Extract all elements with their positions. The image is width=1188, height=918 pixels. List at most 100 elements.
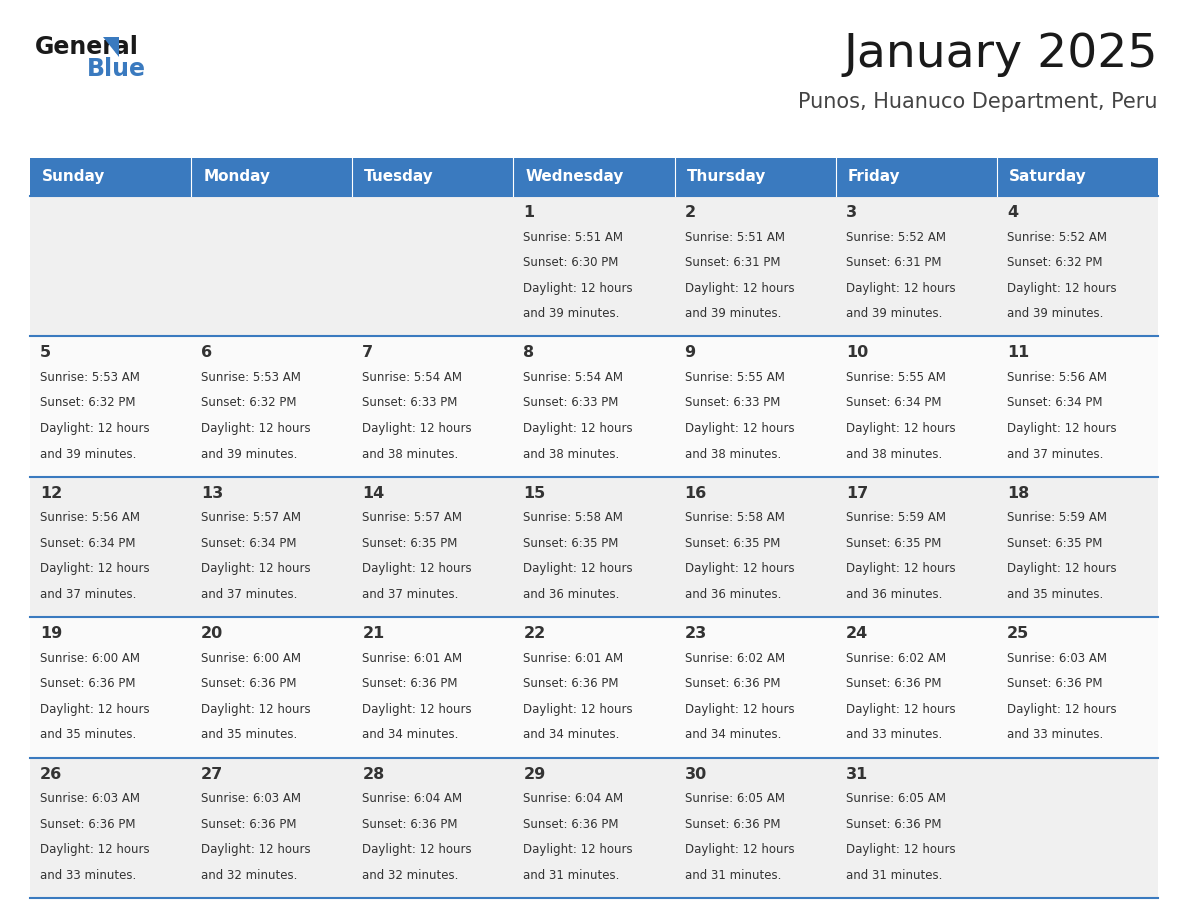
Text: and 36 minutes.: and 36 minutes. — [846, 588, 942, 601]
Bar — [353, 617, 513, 757]
Text: and 34 minutes.: and 34 minutes. — [684, 728, 781, 742]
Bar — [675, 336, 835, 476]
Bar — [835, 617, 997, 757]
Text: 3: 3 — [846, 205, 857, 220]
Text: Saturday: Saturday — [1009, 170, 1087, 185]
Text: Sunrise: 5:55 AM: Sunrise: 5:55 AM — [846, 371, 946, 384]
Text: Sunrise: 6:03 AM: Sunrise: 6:03 AM — [1007, 652, 1107, 665]
Text: Sunrise: 5:57 AM: Sunrise: 5:57 AM — [362, 511, 462, 524]
Text: and 37 minutes.: and 37 minutes. — [201, 588, 297, 601]
Text: General: General — [34, 35, 139, 59]
Text: and 38 minutes.: and 38 minutes. — [684, 447, 781, 461]
Text: and 38 minutes.: and 38 minutes. — [362, 447, 459, 461]
Text: 9: 9 — [684, 345, 696, 361]
Text: and 31 minutes.: and 31 minutes. — [524, 868, 620, 881]
Text: Daylight: 12 hours: Daylight: 12 hours — [846, 563, 955, 576]
Bar — [353, 757, 513, 898]
Text: and 39 minutes.: and 39 minutes. — [201, 447, 297, 461]
Text: Sunset: 6:33 PM: Sunset: 6:33 PM — [362, 397, 457, 409]
Text: Sunset: 6:36 PM: Sunset: 6:36 PM — [362, 818, 457, 831]
Text: and 36 minutes.: and 36 minutes. — [524, 588, 620, 601]
Text: Sunset: 6:35 PM: Sunset: 6:35 PM — [1007, 537, 1102, 550]
Text: Sunrise: 6:02 AM: Sunrise: 6:02 AM — [684, 652, 785, 665]
Text: and 39 minutes.: and 39 minutes. — [524, 308, 620, 320]
Text: Sunset: 6:34 PM: Sunset: 6:34 PM — [1007, 397, 1102, 409]
Text: Sunset: 6:36 PM: Sunset: 6:36 PM — [684, 677, 781, 690]
Bar — [191, 196, 353, 336]
Text: Sunrise: 5:52 AM: Sunrise: 5:52 AM — [1007, 230, 1107, 243]
Text: Sunrise: 6:03 AM: Sunrise: 6:03 AM — [40, 792, 140, 805]
Text: Sunrise: 6:02 AM: Sunrise: 6:02 AM — [846, 652, 946, 665]
Text: Daylight: 12 hours: Daylight: 12 hours — [1007, 703, 1117, 716]
Text: 12: 12 — [40, 486, 62, 501]
Text: Daylight: 12 hours: Daylight: 12 hours — [362, 843, 472, 856]
Bar — [30, 196, 191, 336]
Text: Sunset: 6:31 PM: Sunset: 6:31 PM — [846, 256, 941, 269]
Text: Sunrise: 6:01 AM: Sunrise: 6:01 AM — [524, 652, 624, 665]
Text: Daylight: 12 hours: Daylight: 12 hours — [684, 282, 795, 295]
Text: Sunset: 6:32 PM: Sunset: 6:32 PM — [1007, 256, 1102, 269]
Bar — [30, 757, 191, 898]
Text: Sunset: 6:36 PM: Sunset: 6:36 PM — [684, 818, 781, 831]
Text: Sunset: 6:35 PM: Sunset: 6:35 PM — [846, 537, 941, 550]
Bar — [30, 158, 191, 196]
Text: Daylight: 12 hours: Daylight: 12 hours — [1007, 282, 1117, 295]
Text: and 35 minutes.: and 35 minutes. — [1007, 588, 1104, 601]
Text: Sunset: 6:34 PM: Sunset: 6:34 PM — [201, 537, 297, 550]
Text: Sunset: 6:36 PM: Sunset: 6:36 PM — [201, 818, 297, 831]
Text: Daylight: 12 hours: Daylight: 12 hours — [40, 703, 150, 716]
Bar — [30, 336, 191, 476]
Bar — [997, 158, 1158, 196]
Text: 15: 15 — [524, 486, 545, 501]
Text: Sunrise: 5:59 AM: Sunrise: 5:59 AM — [846, 511, 946, 524]
Bar — [353, 336, 513, 476]
Bar — [675, 476, 835, 617]
Bar — [191, 617, 353, 757]
Text: Sunset: 6:34 PM: Sunset: 6:34 PM — [40, 537, 135, 550]
Text: Daylight: 12 hours: Daylight: 12 hours — [362, 563, 472, 576]
Bar — [997, 476, 1158, 617]
Text: Sunset: 6:36 PM: Sunset: 6:36 PM — [524, 677, 619, 690]
Text: Daylight: 12 hours: Daylight: 12 hours — [40, 422, 150, 435]
Text: 18: 18 — [1007, 486, 1029, 501]
Text: Sunset: 6:36 PM: Sunset: 6:36 PM — [40, 677, 135, 690]
Text: Daylight: 12 hours: Daylight: 12 hours — [1007, 563, 1117, 576]
Bar — [353, 196, 513, 336]
Text: Daylight: 12 hours: Daylight: 12 hours — [524, 422, 633, 435]
Text: Sunset: 6:34 PM: Sunset: 6:34 PM — [846, 397, 941, 409]
Text: and 38 minutes.: and 38 minutes. — [524, 447, 620, 461]
Text: and 36 minutes.: and 36 minutes. — [684, 588, 781, 601]
Text: 26: 26 — [40, 767, 62, 781]
Text: Daylight: 12 hours: Daylight: 12 hours — [846, 843, 955, 856]
Text: Daylight: 12 hours: Daylight: 12 hours — [40, 843, 150, 856]
Text: 10: 10 — [846, 345, 868, 361]
Text: Sunday: Sunday — [42, 170, 106, 185]
Text: Daylight: 12 hours: Daylight: 12 hours — [201, 422, 311, 435]
Bar — [30, 617, 191, 757]
Text: and 33 minutes.: and 33 minutes. — [1007, 728, 1104, 742]
Text: and 37 minutes.: and 37 minutes. — [1007, 447, 1104, 461]
Text: 22: 22 — [524, 626, 545, 641]
Text: and 34 minutes.: and 34 minutes. — [362, 728, 459, 742]
Text: Punos, Huanuco Department, Peru: Punos, Huanuco Department, Peru — [798, 92, 1158, 112]
Text: Sunset: 6:36 PM: Sunset: 6:36 PM — [362, 677, 457, 690]
Text: 29: 29 — [524, 767, 545, 781]
Bar — [353, 476, 513, 617]
Text: Sunset: 6:35 PM: Sunset: 6:35 PM — [524, 537, 619, 550]
Text: 14: 14 — [362, 486, 385, 501]
Text: 2: 2 — [684, 205, 696, 220]
Text: Sunrise: 5:52 AM: Sunrise: 5:52 AM — [846, 230, 946, 243]
Text: 27: 27 — [201, 767, 223, 781]
Text: Sunrise: 6:04 AM: Sunrise: 6:04 AM — [524, 792, 624, 805]
Bar — [513, 158, 675, 196]
Text: Sunset: 6:35 PM: Sunset: 6:35 PM — [684, 537, 781, 550]
Text: Sunrise: 5:59 AM: Sunrise: 5:59 AM — [1007, 511, 1107, 524]
Text: Daylight: 12 hours: Daylight: 12 hours — [362, 703, 472, 716]
Text: and 33 minutes.: and 33 minutes. — [846, 728, 942, 742]
Text: 28: 28 — [362, 767, 385, 781]
Text: and 32 minutes.: and 32 minutes. — [201, 868, 297, 881]
Text: Sunrise: 6:05 AM: Sunrise: 6:05 AM — [846, 792, 946, 805]
Text: 4: 4 — [1007, 205, 1018, 220]
Bar — [997, 617, 1158, 757]
Bar — [675, 158, 835, 196]
